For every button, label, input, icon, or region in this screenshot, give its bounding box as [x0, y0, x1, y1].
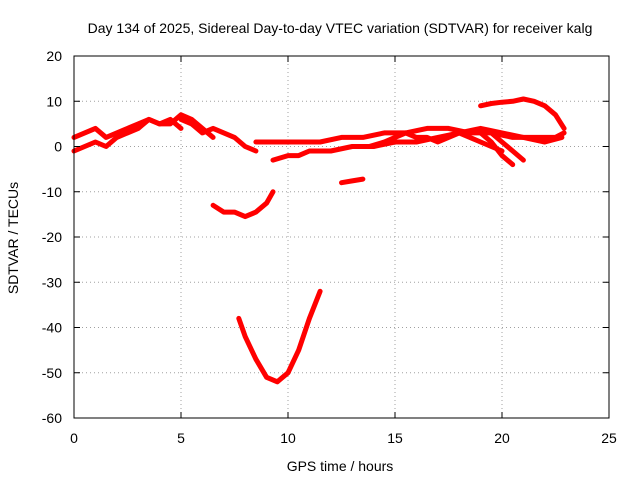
x-tick-label: 5 [177, 430, 185, 446]
y-tick-label: 0 [54, 139, 62, 155]
series-arc-11 [210, 189, 276, 220]
x-tick-label: 15 [387, 430, 403, 446]
series-arc-5 [270, 125, 565, 163]
y-tick-label: -10 [42, 184, 62, 200]
series-arc-3 [178, 116, 259, 154]
series-arc-12 [236, 288, 323, 385]
series-arc-2 [71, 116, 184, 140]
series-arc-10 [339, 176, 366, 186]
x-tick-label: 25 [601, 430, 617, 446]
x-axis-label: GPS time / hours [287, 458, 394, 474]
series-arc-6 [366, 130, 505, 154]
y-tick-label: 10 [46, 93, 62, 109]
y-tick-label: -60 [42, 410, 62, 426]
axis-ticks: 0 5 10 15 20 25 -60 -50 -40 -30 -20 -10 0 10 20 [42, 48, 617, 446]
x-tick-label: 20 [494, 430, 510, 446]
y-axis-label: SDTVAR / TECUs [5, 182, 21, 294]
series-arc-7 [478, 130, 516, 168]
x-tick-label: 0 [70, 430, 78, 446]
x-tick-label: 10 [280, 430, 296, 446]
y-tick-label: -40 [42, 320, 62, 336]
series-arc-8 [488, 130, 526, 163]
y-tick-label: 20 [46, 48, 62, 64]
y-tick-label: -20 [42, 229, 62, 245]
series-arc-9 [478, 96, 567, 131]
chart-title: Day 134 of 2025, Sidereal Day-to-day VTE… [88, 20, 593, 36]
y-tick-label: -50 [42, 365, 62, 381]
data-series-group [71, 96, 567, 385]
y-tick-label: -30 [42, 274, 62, 290]
